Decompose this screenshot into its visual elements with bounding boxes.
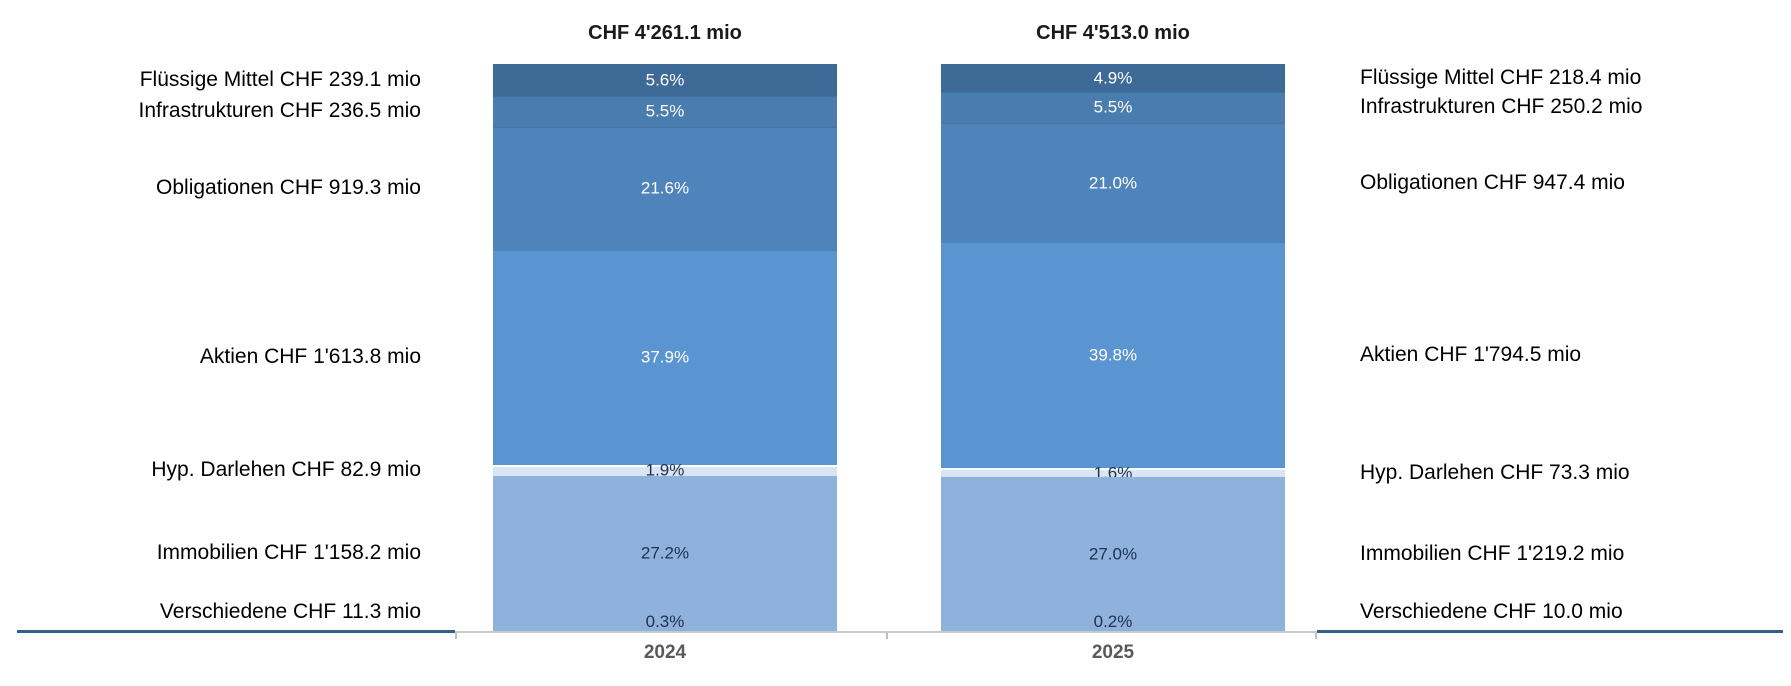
side-label-aktien-2024: Aktien CHF 1'613.8 mio <box>199 345 421 369</box>
pct-label-obligationen-2025: 21.0% <box>1088 173 1138 193</box>
segment-immobilien-2025: 27.0% <box>941 477 1285 631</box>
segment-immobilien-2024: 27.2% <box>493 475 837 631</box>
segment-hyp-darlehen-2024: 1.9% <box>493 460 837 480</box>
pct-label-verschiedene-2024: 0.3% <box>645 611 685 631</box>
pct-label-aktien-2025: 39.8% <box>1088 345 1138 365</box>
segment-obligationen-2024: 21.6% <box>493 127 837 250</box>
pct-label-immobilien-2025: 27.0% <box>1088 544 1138 564</box>
pct-label-verschiedene-2025: 0.2% <box>1093 611 1133 631</box>
pct-label-infrastrukturen-2025: 5.5% <box>1093 97 1133 117</box>
side-label-immobilien-2025: Immobilien CHF 1'219.2 mio <box>1360 542 1625 566</box>
side-label-verschiedene-2025: Verschiedene CHF 10.0 mio <box>1360 600 1623 624</box>
right-value-labels-2025: Flüssige Mittel CHF 218.4 mio Infrastrukt… <box>1360 64 1780 632</box>
category-label-2024: 2024 <box>643 642 687 663</box>
segment-infrastrukturen-2024: 5.5% <box>493 95 837 128</box>
axis-tick-right <box>1315 633 1317 639</box>
segment-fl-ssige-mittel-2024: 5.6% <box>493 64 837 96</box>
pct-label-fl-ssige-mittel-2025: 4.9% <box>1093 68 1133 88</box>
pct-label-hyp-darlehen-2025: 1.6% <box>1093 463 1133 483</box>
baseline-right-segment <box>1317 630 1783 633</box>
side-label-verschiedene-2024: Verschiedene CHF 11.3 mio <box>159 600 421 624</box>
side-label-infrastrukturen-2024: Infrastrukturen CHF 236.5 mio <box>138 99 421 123</box>
pct-label-immobilien-2024: 27.2% <box>640 543 690 563</box>
category-label-2025: 2025 <box>1091 642 1135 663</box>
side-label-infrastrukturen-2025: Infrastrukturen CHF 250.2 mio <box>1360 95 1643 119</box>
left-value-labels-2024: Flüssige Mittel CHF 239.1 mio Infrastrukt… <box>17 64 421 632</box>
baseline-left-segment <box>17 630 455 633</box>
pct-label-infrastrukturen-2024: 5.5% <box>645 101 685 121</box>
segment-infrastrukturen-2025: 5.5% <box>941 91 1285 124</box>
pct-label-aktien-2024: 37.9% <box>640 347 690 367</box>
side-label-obligationen-2024: Obligationen CHF 919.3 mio <box>156 176 421 200</box>
axis-tick-left <box>455 633 457 639</box>
segment-aktien-2024: 37.9% <box>493 249 837 465</box>
side-label-hyp-darlehen-2024: Hyp. Darlehen CHF 82.9 mio <box>151 458 421 482</box>
category-axis-line <box>455 631 1317 633</box>
stacked-bar-2025: 4.9% 5.5% 21.0% 39.8% 1.6% 27.0% 0.2% <box>941 64 1285 632</box>
side-label-immobilien-2024: Immobilien CHF 1'158.2 mio <box>156 540 421 564</box>
pct-label-fl-ssige-mittel-2024: 5.6% <box>645 70 685 90</box>
side-label-obligationen-2025: Obligationen CHF 947.4 mio <box>1360 170 1625 194</box>
segment-obligationen-2025: 21.0% <box>941 123 1285 243</box>
side-label-aktien-2025: Aktien CHF 1'794.5 mio <box>1360 343 1582 367</box>
pct-label-obligationen-2024: 21.6% <box>640 178 690 198</box>
column-total-2025: CHF 4'513.0 mio <box>1036 22 1190 44</box>
segment-hyp-darlehen-2025: 1.6% <box>941 464 1285 481</box>
column-total-2024: CHF 4'261.1 mio <box>588 22 742 44</box>
side-label-fl-ssige-mittel-2025: Flüssige Mittel CHF 218.4 mio <box>1360 65 1642 89</box>
axis-tick-middle <box>886 633 888 639</box>
segment-fl-ssige-mittel-2025: 4.9% <box>941 64 1285 92</box>
side-label-hyp-darlehen-2025: Hyp. Darlehen CHF 73.3 mio <box>1360 460 1630 484</box>
segment-aktien-2025: 39.8% <box>941 242 1285 469</box>
pct-label-hyp-darlehen-2024: 1.9% <box>645 460 685 480</box>
stacked-bar-2024: 5.6% 5.5% 21.6% 37.9% 1.9% 27.2% 0.3% <box>493 64 837 632</box>
side-label-fl-ssige-mittel-2024: Flüssige Mittel CHF 239.1 mio <box>139 67 421 91</box>
